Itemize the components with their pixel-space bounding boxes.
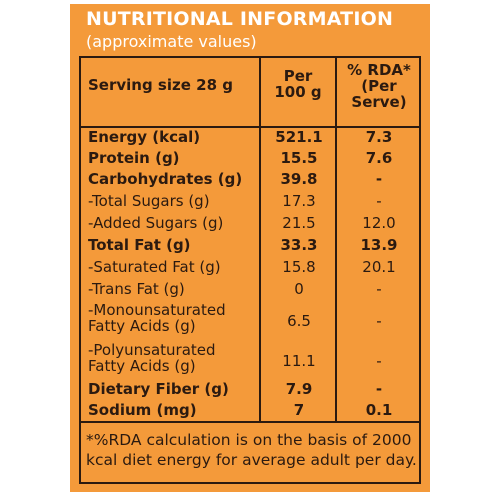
rda-value: 20.1 xyxy=(362,258,396,276)
nutrient-name: -Trans Fat (g) xyxy=(88,280,185,298)
per-100g-header-line: Per xyxy=(283,67,313,85)
per-100g-value: 17.3 xyxy=(282,192,316,210)
column-divider xyxy=(259,58,261,423)
rda-value: - xyxy=(375,380,383,398)
nutrient-name: Energy (kcal) xyxy=(88,128,201,146)
per-100g-header: Per 100 g xyxy=(261,68,335,100)
per-100g-value: 33.3 xyxy=(280,236,318,254)
nutrient-name-line: Fatty Acids (g) xyxy=(88,317,196,335)
rda-value: - xyxy=(375,170,383,188)
label-title: NUTRITIONAL INFORMATION xyxy=(86,8,394,30)
rda-value: - xyxy=(376,312,382,330)
nutrient-name: -Added Sugars (g) xyxy=(88,214,224,232)
footnote-divider xyxy=(81,421,419,423)
rda-header-line: Serve) xyxy=(351,93,407,111)
rda-header-line: (Per xyxy=(361,77,397,95)
rda-value: - xyxy=(376,280,382,298)
per-100g-value: 7.9 xyxy=(285,380,313,398)
rda-value: 7.3 xyxy=(365,128,393,146)
per-100g-value: 6.5 xyxy=(287,312,311,330)
nutrient-name: Carbohydrates (g) xyxy=(88,170,243,188)
rda-header-line: % RDA* xyxy=(347,61,411,79)
per-100g-value: 15.5 xyxy=(280,149,318,167)
serving-size-header: Serving size 28 g xyxy=(88,76,233,94)
nutrient-name: -Monounsaturated Fatty Acids (g) xyxy=(88,302,226,334)
nutrient-name-line: Fatty Acids (g) xyxy=(88,357,196,375)
rda-value: 12.0 xyxy=(362,214,396,232)
nutrient-name: -Polyunsaturated Fatty Acids (g) xyxy=(88,342,216,374)
rda-header: % RDA* (Per Serve) xyxy=(337,62,421,110)
rda-value: 13.9 xyxy=(360,236,398,254)
per-100g-value: 521.1 xyxy=(275,128,323,146)
nutrient-name-line: -Polyunsaturated xyxy=(88,341,216,359)
per-100g-value: 11.1 xyxy=(282,352,316,370)
per-100g-value: 7 xyxy=(293,401,305,419)
nutrient-name-line: -Monounsaturated xyxy=(88,301,226,319)
rda-value: 7.6 xyxy=(365,149,393,167)
per-100g-value: 0 xyxy=(294,280,304,298)
nutrient-name: Protein (g) xyxy=(88,149,180,167)
nutrition-table: Serving size 28 g Per 100 g % RDA* (Per … xyxy=(79,56,421,484)
per-100g-header-line: 100 g xyxy=(274,83,322,101)
nutrient-name: -Saturated Fat (g) xyxy=(88,258,221,276)
nutrient-name: Dietary Fiber (g) xyxy=(88,380,229,398)
per-100g-value: 15.8 xyxy=(282,258,316,276)
per-100g-value: 39.8 xyxy=(280,170,318,188)
column-divider xyxy=(335,58,337,423)
per-100g-value: 21.5 xyxy=(282,214,316,232)
rda-value: - xyxy=(376,192,382,210)
nutrient-name: Total Fat (g) xyxy=(88,236,191,254)
nutrition-label-panel xyxy=(70,4,430,492)
header-divider xyxy=(81,126,419,128)
rda-value: 0.1 xyxy=(365,401,393,419)
rda-footnote: *%RDA calculation is on the basis of 200… xyxy=(86,431,417,469)
nutrient-name: -Total Sugars (g) xyxy=(88,192,210,210)
label-subtitle: (approximate values) xyxy=(86,32,257,51)
rda-value: - xyxy=(376,352,382,370)
nutrient-name: Sodium (mg) xyxy=(88,401,197,419)
